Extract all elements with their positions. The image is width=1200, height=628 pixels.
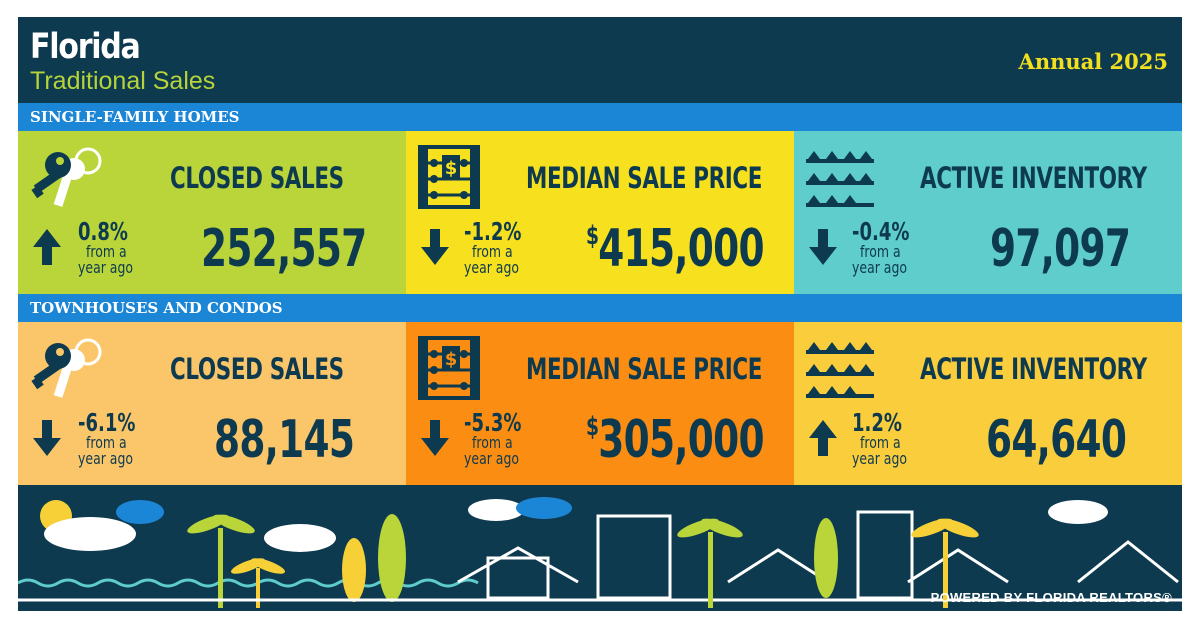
cityscape-illustration xyxy=(18,497,1182,608)
tile-value: $305,000 xyxy=(586,410,765,470)
palm-tree-icon xyxy=(230,558,286,608)
arrow-down-icon xyxy=(421,229,449,265)
keys-icon xyxy=(31,147,102,207)
change-block: -5.3% from a year ago xyxy=(464,410,544,467)
houses-shelf-icon xyxy=(806,151,874,207)
change-note: year ago xyxy=(852,258,908,277)
palm-tree-icon xyxy=(187,514,255,608)
tree-icon xyxy=(342,538,366,602)
page-subtitle: Traditional Sales xyxy=(30,67,216,95)
change-block: -0.4% from a year ago xyxy=(852,219,932,276)
arrow-down-icon xyxy=(421,420,449,456)
tile-label: MEDIAN SALE PRICE xyxy=(526,352,763,386)
cloud-icon xyxy=(468,499,524,521)
change-percent: -1.2% xyxy=(464,217,522,246)
change-note: year ago xyxy=(464,258,520,277)
change-note: from a xyxy=(860,433,901,452)
powered-by-credit: POWERED BY FLORIDA REALTORS® xyxy=(930,590,1172,605)
tile-value: 97,097 xyxy=(990,219,1131,279)
arrow-down-icon xyxy=(33,420,61,456)
change-note: year ago xyxy=(78,449,134,468)
tree-icon xyxy=(814,518,838,598)
tree-icon xyxy=(378,514,406,602)
abacus-icon: $ xyxy=(418,145,480,209)
tc-active-inventory-tile: ACTIVE INVENTORY 1.2% from a year ago 64… xyxy=(794,322,1182,485)
tile-label: ACTIVE INVENTORY xyxy=(920,161,1147,195)
change-note: from a xyxy=(86,433,127,452)
cloud-icon xyxy=(1048,500,1108,524)
tile-label: CLOSED SALES xyxy=(170,161,344,195)
change-percent: 1.2% xyxy=(852,408,902,437)
tile-value: 64,640 xyxy=(986,410,1127,470)
change-block: -1.2% from a year ago xyxy=(464,219,544,276)
palm-tree-icon xyxy=(911,518,979,608)
arrow-up-icon xyxy=(33,229,61,265)
change-percent: -5.3% xyxy=(464,408,522,437)
change-block: -6.1% from a year ago xyxy=(78,410,158,467)
water-waves xyxy=(18,578,479,588)
abacus-icon: $ xyxy=(418,336,480,400)
currency-symbol: $ xyxy=(586,221,599,251)
header: Florida Traditional Sales Annual 2025 xyxy=(18,17,1182,103)
sf-active-inventory-tile: ACTIVE INVENTORY -0.4% from a year ago 9… xyxy=(794,131,1182,294)
tile-value-number: 305,000 xyxy=(598,410,764,470)
period-label: Annual 2025 xyxy=(1018,49,1168,74)
tc-median-price-tile: $ MEDIAN SALE PRICE -5.3% from a year ag… xyxy=(406,322,794,485)
townhouses-row: CLOSED SALES -6.1% from a year ago 88,14… xyxy=(18,322,1182,485)
page-title: Florida xyxy=(30,27,141,67)
keys-icon xyxy=(31,338,102,398)
tile-label: CLOSED SALES xyxy=(170,352,344,386)
palm-tree-icon xyxy=(677,518,743,608)
tile-value: $415,000 xyxy=(586,219,765,279)
change-note: from a xyxy=(472,433,513,452)
single-family-row: CLOSED SALES 0.8% from a year ago 252,55… xyxy=(18,131,1182,294)
houses-outline xyxy=(18,510,1182,602)
section-heading-single-family: SINGLE-FAMILY HOMES xyxy=(18,103,1182,131)
change-note: from a xyxy=(860,242,901,261)
arrow-up-icon xyxy=(809,420,837,456)
change-block: 1.2% from a year ago xyxy=(852,410,923,467)
change-note: from a xyxy=(86,242,127,261)
change-block: 0.8% from a year ago xyxy=(78,219,149,276)
change-note: year ago xyxy=(852,449,908,468)
cloud-icon xyxy=(516,497,572,519)
tc-closed-sales-tile: CLOSED SALES -6.1% from a year ago 88,14… xyxy=(18,322,406,485)
sf-median-price-tile: $ MEDIAN SALE PRICE -1.2% from a year ag… xyxy=(406,131,794,294)
svg-text:$: $ xyxy=(445,158,458,179)
change-note: from a xyxy=(472,242,513,261)
svg-text:$: $ xyxy=(445,349,458,370)
tile-label: ACTIVE INVENTORY xyxy=(920,352,1147,386)
section-heading-townhouses-condos: TOWNHOUSES AND CONDOS xyxy=(18,294,1182,322)
cloud-icon xyxy=(264,524,336,552)
cloud-icon xyxy=(44,517,136,551)
change-note: year ago xyxy=(78,258,134,277)
sf-closed-sales-tile: CLOSED SALES 0.8% from a year ago 252,55… xyxy=(18,131,406,294)
currency-symbol: $ xyxy=(586,412,599,442)
footer-illustration: POWERED BY FLORIDA REALTORS® xyxy=(18,488,1182,611)
tile-value: 88,145 xyxy=(214,410,355,470)
cloud-icon xyxy=(116,500,164,524)
tile-label: MEDIAN SALE PRICE xyxy=(526,161,763,195)
infographic-frame: Florida Traditional Sales Annual 2025 SI… xyxy=(18,17,1182,611)
tile-value-number: 415,000 xyxy=(598,219,764,279)
change-percent: -0.4% xyxy=(852,217,910,246)
change-note: year ago xyxy=(464,449,520,468)
change-percent: 0.8% xyxy=(78,217,128,246)
houses-shelf-icon xyxy=(806,342,874,398)
arrow-down-icon xyxy=(809,229,837,265)
change-percent: -6.1% xyxy=(78,408,136,437)
tile-value: 252,557 xyxy=(201,219,367,279)
